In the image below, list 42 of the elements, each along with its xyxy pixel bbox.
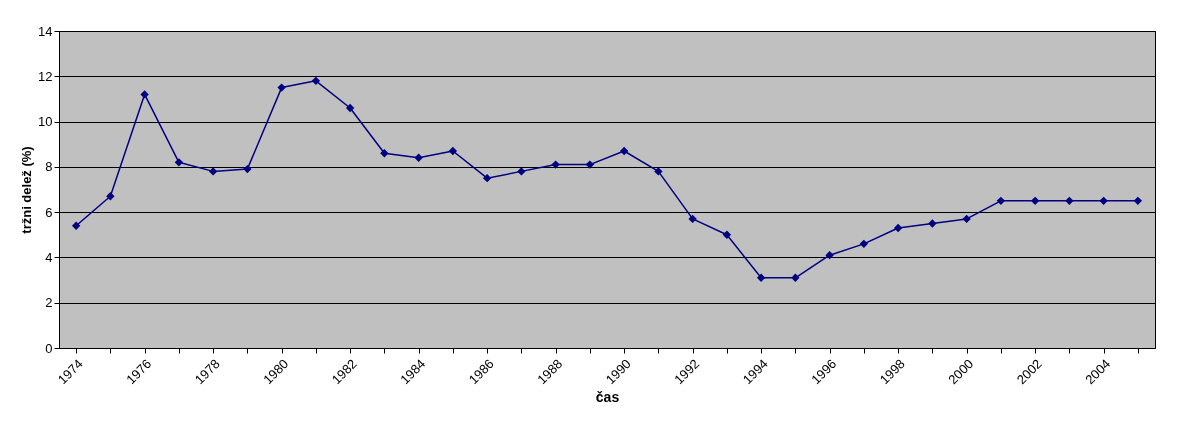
y-tick-label: 8 [45, 159, 53, 175]
point [825, 250, 834, 260]
y-axis-title: tržni delež (%) [19, 146, 35, 234]
point [962, 214, 971, 224]
point [243, 164, 252, 174]
point [174, 158, 184, 167]
point [893, 223, 903, 233]
point [688, 214, 697, 224]
point [345, 103, 355, 113]
point [380, 149, 389, 158]
point [140, 90, 149, 99]
point [928, 219, 937, 228]
point [859, 239, 869, 249]
point [722, 230, 732, 239]
point [1133, 196, 1143, 205]
point [619, 146, 629, 156]
y-tick-label: 10 [38, 114, 53, 130]
y-tick-label: 2 [45, 295, 53, 311]
y-tick-label: 14 [38, 23, 53, 39]
point [517, 167, 526, 176]
point [414, 153, 423, 162]
x-axis-title: čas [595, 389, 620, 406]
y-tick-label: 0 [45, 340, 53, 356]
point [1030, 196, 1040, 205]
point [756, 273, 766, 282]
point [1099, 196, 1108, 205]
point [654, 167, 663, 176]
y-tick-label: 12 [38, 68, 53, 84]
point [106, 192, 115, 201]
point [551, 160, 560, 169]
point [311, 76, 321, 85]
y-tick-label: 6 [45, 204, 53, 220]
point [1065, 196, 1074, 205]
point [71, 221, 81, 230]
point [208, 167, 218, 176]
point [448, 146, 458, 156]
point [585, 160, 595, 169]
point [482, 174, 492, 183]
point [791, 273, 800, 282]
point [996, 196, 1006, 205]
y-tick-label: 4 [45, 249, 53, 265]
point [277, 83, 286, 92]
